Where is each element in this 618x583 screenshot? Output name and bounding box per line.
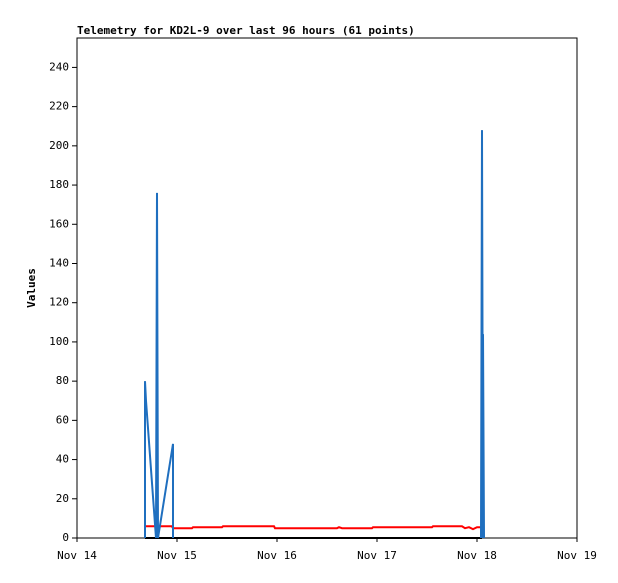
- x-tick-label: Nov 19: [557, 549, 597, 562]
- y-tick-label: 100: [49, 335, 69, 348]
- series-line: [145, 525, 482, 531]
- y-tick-label: 60: [56, 413, 69, 426]
- y-tick-label: 20: [56, 492, 69, 505]
- x-tick-label: Nov 17: [357, 549, 397, 562]
- y-tick-label: 0: [62, 531, 69, 544]
- y-tick-label: 120: [49, 296, 69, 309]
- x-tick-label: Nov 15: [157, 549, 197, 562]
- y-tick-label: 140: [49, 256, 69, 269]
- series-line: [144, 130, 485, 539]
- y-tick-label: 240: [49, 60, 69, 73]
- y-tick-label: 40: [56, 453, 69, 466]
- x-tick-label: Nov 18: [457, 549, 497, 562]
- y-axis-label: Values: [25, 268, 38, 308]
- y-tick-label: 220: [49, 100, 69, 113]
- x-tick-label: Nov 16: [257, 549, 297, 562]
- plot-frame: [76, 37, 578, 539]
- y-tick-label: 160: [49, 217, 69, 230]
- y-tick-label: 180: [49, 178, 69, 191]
- y-tick-label: 80: [56, 374, 69, 387]
- chart-title: Telemetry for KD2L-9 over last 96 hours …: [77, 24, 415, 37]
- x-tick-label: Nov 14: [57, 549, 97, 562]
- y-tick-label: 200: [49, 139, 69, 152]
